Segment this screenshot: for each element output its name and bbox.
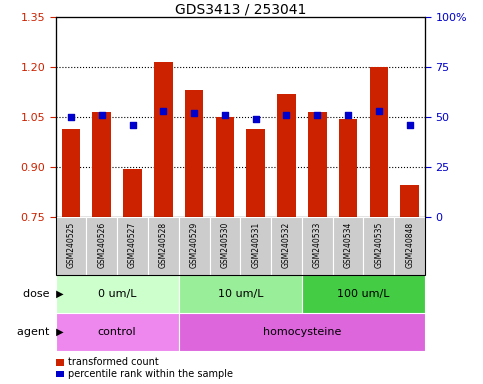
- Point: [221, 112, 229, 118]
- Text: homocysteine: homocysteine: [263, 327, 341, 337]
- Text: GSM240528: GSM240528: [159, 222, 168, 268]
- Bar: [246, 129, 265, 217]
- Point: [252, 116, 259, 122]
- Bar: [302, 275, 425, 313]
- Text: GSM240530: GSM240530: [220, 222, 229, 268]
- Bar: [308, 112, 327, 217]
- Text: 10 um/L: 10 um/L: [217, 289, 263, 299]
- Bar: [148, 217, 179, 275]
- Text: 100 um/L: 100 um/L: [337, 289, 390, 299]
- Point: [190, 110, 198, 116]
- Text: 0 um/L: 0 um/L: [98, 289, 136, 299]
- Text: GSM240535: GSM240535: [374, 222, 384, 268]
- Point: [283, 112, 290, 118]
- Text: GSM240525: GSM240525: [67, 222, 75, 268]
- Bar: [117, 217, 148, 275]
- Bar: [86, 217, 117, 275]
- Bar: [56, 275, 179, 313]
- Point: [159, 108, 167, 114]
- Text: ▶: ▶: [53, 327, 64, 337]
- Text: GSM240526: GSM240526: [97, 222, 106, 268]
- Point: [344, 112, 352, 118]
- Bar: [179, 217, 210, 275]
- Bar: [271, 217, 302, 275]
- Text: control: control: [98, 327, 136, 337]
- Title: GDS3413 / 253041: GDS3413 / 253041: [175, 2, 306, 16]
- Bar: [400, 185, 419, 217]
- Point: [406, 122, 413, 128]
- Text: percentile rank within the sample: percentile rank within the sample: [68, 369, 233, 379]
- Text: GSM240534: GSM240534: [343, 222, 353, 268]
- Bar: [210, 217, 240, 275]
- Text: GSM240532: GSM240532: [282, 222, 291, 268]
- Bar: [364, 217, 394, 275]
- Bar: [240, 217, 271, 275]
- Bar: [369, 67, 388, 217]
- Bar: [394, 217, 425, 275]
- Text: GSM240531: GSM240531: [251, 222, 260, 268]
- Point: [128, 122, 136, 128]
- Bar: [56, 217, 86, 275]
- Bar: [333, 217, 364, 275]
- Bar: [56, 313, 179, 351]
- Bar: [277, 94, 296, 217]
- Text: ▶: ▶: [53, 289, 64, 299]
- Bar: [215, 117, 234, 217]
- Text: GSM240848: GSM240848: [405, 222, 414, 268]
- Point: [375, 108, 383, 114]
- Bar: [123, 169, 142, 217]
- Bar: [339, 119, 357, 217]
- Point: [98, 112, 106, 118]
- Text: dose: dose: [23, 289, 53, 299]
- Bar: [92, 112, 111, 217]
- Point: [67, 114, 75, 120]
- Text: GSM240527: GSM240527: [128, 222, 137, 268]
- Bar: [62, 129, 80, 217]
- Bar: [154, 62, 172, 217]
- Text: GSM240533: GSM240533: [313, 222, 322, 268]
- Bar: [302, 217, 333, 275]
- Point: [313, 112, 321, 118]
- Bar: [179, 275, 302, 313]
- Bar: [179, 313, 425, 351]
- Bar: [185, 91, 203, 217]
- Text: GSM240529: GSM240529: [190, 222, 199, 268]
- Text: transformed count: transformed count: [68, 358, 158, 367]
- Text: agent: agent: [17, 327, 53, 337]
